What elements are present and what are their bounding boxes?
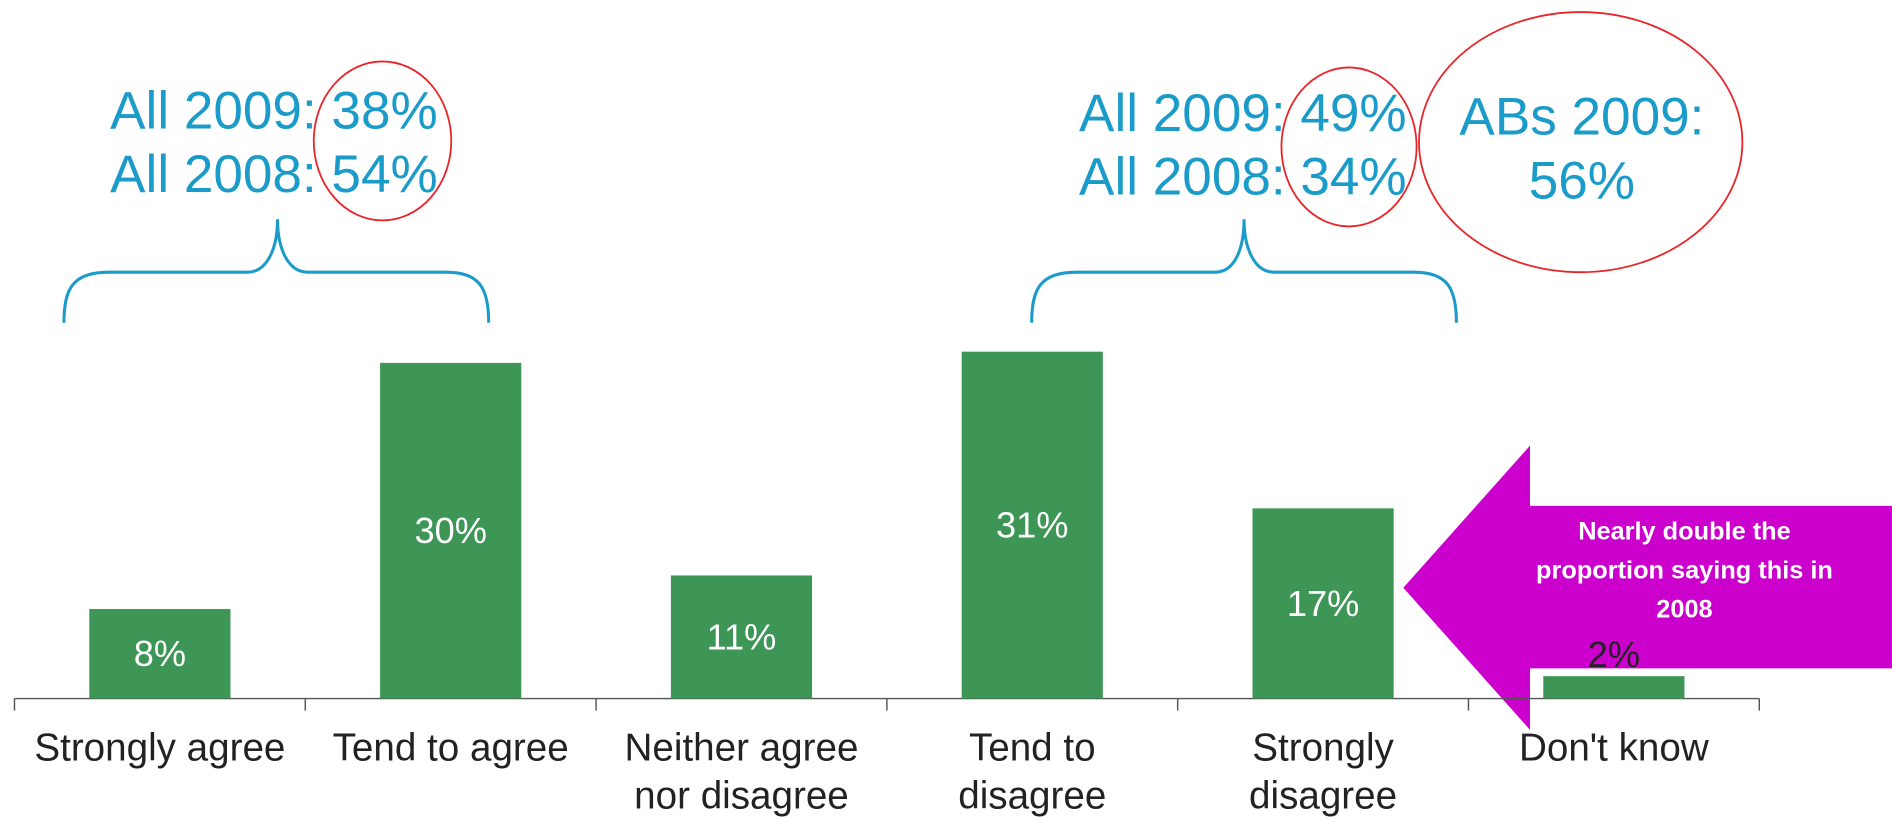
callout-arrow	[1403, 445, 1892, 730]
x-tick-label: Don't know	[1519, 727, 1709, 770]
highlight-circle	[1418, 11, 1744, 274]
annotation: Nearly double the proportion saying this …	[1536, 517, 1833, 623]
x-tick-label: Tend to agree	[333, 727, 569, 770]
annotation: ABs 2009: 56%	[1459, 87, 1704, 210]
highlight-circle	[312, 60, 453, 222]
annotation: All 2008: 54%	[110, 145, 438, 204]
bar	[1543, 676, 1685, 699]
value-label: 31%	[996, 504, 1068, 545]
annotation: All 2009: 49%	[1079, 84, 1407, 143]
x-tick-label: Strongly agree	[34, 727, 285, 770]
bar	[380, 362, 522, 699]
brace	[1030, 219, 1458, 323]
brace	[62, 219, 491, 323]
x-tick-label: Neither agree nor disagree	[625, 727, 859, 818]
bar	[89, 609, 231, 699]
x-tick-label: Tend to disagree	[958, 727, 1106, 818]
annotation: All 2008: 34%	[1079, 148, 1407, 207]
value-label: 11%	[707, 616, 777, 657]
annotation: All 2009: 38%	[110, 81, 438, 140]
value-label: 30%	[414, 510, 486, 551]
bar	[670, 575, 813, 699]
value-label: 17%	[1287, 582, 1359, 623]
value-label: 2%	[1588, 633, 1640, 674]
value-label: 8%	[134, 633, 186, 674]
bar	[961, 351, 1103, 699]
highlight-circle	[1280, 66, 1418, 228]
x-tick-label: Strongly disagree	[1249, 727, 1397, 818]
bar	[1252, 508, 1394, 699]
